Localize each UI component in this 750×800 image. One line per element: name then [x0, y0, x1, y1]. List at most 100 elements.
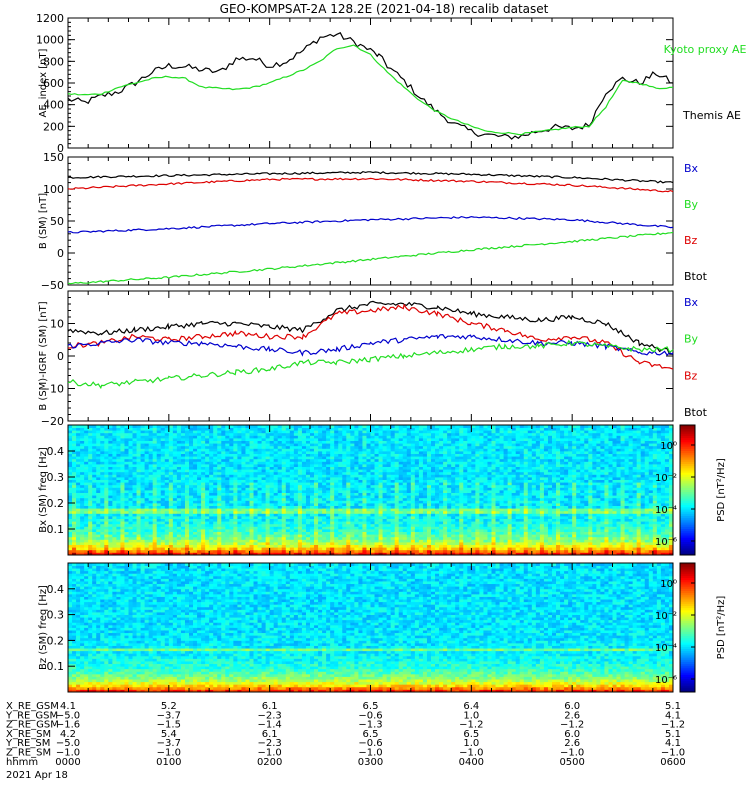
spectrogram-cell	[394, 471, 400, 475]
spectrogram-cell	[410, 549, 416, 553]
spectrogram-cell	[229, 451, 234, 454]
spectrogram-cell	[330, 495, 335, 499]
spectrogram-cell	[217, 482, 222, 486]
spectrogram-cell	[338, 503, 343, 506]
legend-bx: Bx	[684, 296, 699, 309]
spectrogram-cell	[322, 458, 327, 462]
spectrogram-cell	[406, 552, 412, 556]
spectrogram-cell	[229, 547, 234, 551]
spectrogram-cell	[318, 445, 323, 449]
spectrogram-cell	[402, 508, 408, 512]
spectrogram-cell	[205, 479, 210, 483]
spectrogram-cell	[104, 536, 109, 540]
spectrogram-cell	[439, 516, 444, 519]
spectrogram-cell	[160, 425, 166, 428]
spectrogram-cell	[431, 492, 436, 496]
spectrogram-cell	[326, 539, 331, 543]
spectrogram-cell	[152, 521, 158, 525]
spectrogram-cell	[68, 453, 73, 457]
spectrogram-cell	[221, 531, 226, 535]
spectrogram-cell	[193, 516, 198, 519]
spectrogram-cell	[330, 448, 335, 452]
spectrogram-cell	[241, 503, 246, 506]
spectrogram-cell	[84, 430, 89, 434]
spectrogram-cell	[293, 508, 299, 512]
spectrogram-cell	[305, 526, 311, 530]
spectrogram-cell	[398, 453, 404, 457]
spectrogram-cell	[410, 516, 416, 519]
spectrogram-cell	[92, 505, 97, 509]
spectrogram-cell	[362, 425, 367, 428]
spectrogram-cell	[168, 466, 174, 470]
spectrogram-cell	[431, 435, 436, 439]
spectrogram-cell	[382, 427, 388, 431]
spectrogram-cell	[301, 526, 307, 530]
spectrogram-cell	[72, 526, 77, 530]
spectrogram-cell	[148, 461, 154, 465]
spectrogram-cell	[68, 477, 73, 480]
spectrogram-cell	[245, 536, 250, 540]
spectrogram-cell	[402, 464, 408, 467]
spectrogram-cell	[398, 547, 404, 551]
spectrogram-cell	[310, 544, 315, 548]
spectrogram-cell	[301, 492, 307, 496]
spectrogram-cell	[277, 510, 283, 514]
spectrogram-cell	[124, 425, 129, 428]
spectrogram-cell	[431, 430, 436, 434]
spectrogram-cell	[164, 516, 170, 519]
spectrogram-cell	[172, 536, 178, 540]
spectrogram-cell	[410, 529, 416, 532]
spectrogram-cell	[245, 505, 250, 509]
spectrogram-cell	[326, 464, 331, 467]
spectrogram-cell	[136, 461, 141, 465]
spectrogram-cell	[310, 549, 315, 553]
spectrogram-cell	[189, 479, 194, 483]
spectrogram-cell	[410, 490, 416, 493]
spectrogram-cell	[72, 451, 77, 454]
spectrogram-cell	[338, 500, 343, 504]
spectrogram-cell	[233, 474, 238, 478]
spectrogram-cell	[176, 500, 182, 504]
spectrogram-cell	[406, 427, 412, 431]
spectrogram-cell	[152, 471, 158, 475]
spectrogram-cell	[342, 497, 347, 501]
spectrogram-cell	[245, 456, 250, 460]
spectrogram-cell	[334, 490, 339, 493]
spectrogram-cell	[402, 552, 408, 556]
spectrogram-cell	[229, 529, 234, 532]
spectrogram-cell	[152, 518, 158, 522]
spectrogram-cell	[398, 451, 404, 454]
spectrogram-cell	[338, 521, 343, 525]
spectrogram-cell	[72, 456, 77, 460]
spectrogram-cell	[92, 432, 97, 436]
spectrogram-cell	[156, 490, 162, 493]
spectrogram-cell	[318, 425, 323, 428]
spectrogram-cell	[136, 549, 141, 553]
spectrogram-cell	[160, 521, 166, 525]
spectrogram-cell	[88, 445, 93, 449]
spectrogram-cell	[249, 497, 254, 501]
spectrogram-cell	[156, 503, 162, 506]
spectrogram-cell	[386, 482, 392, 486]
spectrogram-cell	[342, 443, 347, 447]
spectrogram-cell	[108, 432, 113, 436]
spectrogram-cell	[378, 492, 383, 496]
spectrogram-cell	[410, 440, 416, 444]
spectrogram-cell	[193, 549, 198, 553]
spectrogram-cell	[189, 477, 194, 480]
spectrogram-cell	[326, 531, 331, 535]
spectrogram-cell	[104, 432, 109, 436]
spectrogram-cell	[136, 456, 141, 460]
spectrogram-cell	[148, 508, 154, 512]
spectrogram-cell	[390, 453, 396, 457]
spectrogram-cell	[249, 443, 254, 447]
spectrogram-cell	[394, 531, 400, 535]
spectrogram-cell	[96, 539, 101, 543]
spectrogram-cell	[225, 477, 230, 480]
spectrogram-cell	[76, 508, 81, 512]
spectrogram-cell	[84, 466, 89, 470]
spectrogram-cell	[245, 539, 250, 543]
spectrogram-cell	[253, 508, 258, 512]
spectrogram-cell	[132, 490, 137, 493]
spectrogram-cell	[414, 536, 420, 540]
